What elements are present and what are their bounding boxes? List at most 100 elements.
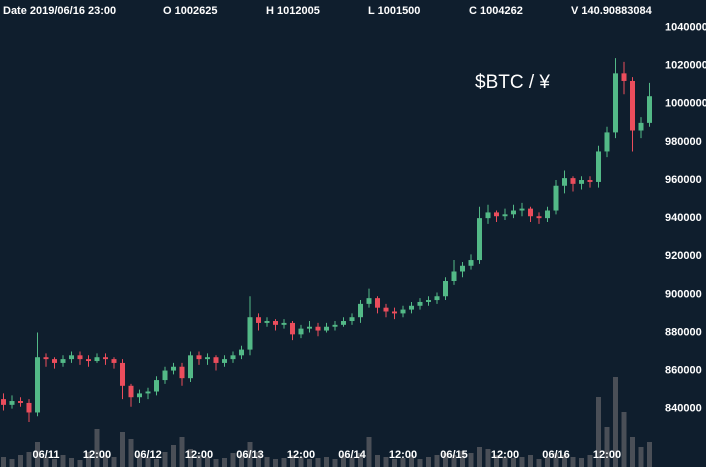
x-tick-label: 06/12 [134, 449, 162, 461]
volume-bar [26, 452, 32, 467]
candle-body [434, 296, 440, 301]
candle-body [239, 349, 244, 356]
volume-bar [468, 453, 474, 467]
candle-body [230, 355, 236, 360]
candle-body [298, 328, 304, 335]
y-tick-label: 840000 [665, 403, 702, 415]
volume-bar [349, 457, 355, 467]
candle-body [171, 366, 176, 371]
candle-body [536, 216, 542, 219]
volume-bar [230, 453, 236, 467]
volume-bar [511, 458, 516, 467]
volume-bar [613, 377, 618, 467]
volume-bar [77, 460, 83, 467]
volume-bar [1, 457, 6, 467]
volume-bar [570, 457, 576, 467]
volume-bar [9, 459, 15, 467]
volume-bar [213, 459, 219, 467]
candle-body [60, 359, 66, 363]
volume-bar [247, 442, 253, 467]
y-tick-label: 1000000 [665, 98, 706, 110]
volume-bar [502, 457, 508, 467]
volume-bar [18, 455, 23, 467]
volume-bar [171, 445, 176, 467]
volume-bar [52, 459, 57, 467]
volume-bar [528, 455, 533, 467]
header-value: 1001500 [378, 5, 421, 17]
volume-bar [162, 452, 168, 467]
candle-body [358, 303, 363, 318]
volume-bar [324, 457, 329, 467]
volume-bar [264, 457, 270, 467]
volume-bar [451, 455, 457, 467]
candle-body [290, 322, 295, 335]
volume-bar [477, 447, 482, 467]
candle-body [477, 218, 482, 261]
x-tick-label: 06/16 [542, 449, 570, 461]
volume-bar [290, 455, 295, 467]
y-tick-label: 880000 [665, 326, 702, 338]
candle-body [86, 359, 91, 362]
volume-bar [587, 455, 593, 467]
candle-body [111, 359, 117, 363]
candle-body [120, 362, 125, 386]
candle-body [137, 393, 142, 398]
volume-bar [596, 397, 601, 467]
header-item: H 1012005 [266, 5, 320, 17]
volume-bar [630, 437, 635, 467]
volume-bar [239, 455, 244, 467]
candle-body [562, 178, 567, 186]
volume-bar [519, 457, 525, 467]
candle-body [247, 317, 253, 350]
candle-body [409, 305, 414, 310]
candle-body [188, 355, 193, 379]
volume-bar [443, 453, 448, 467]
candle-body [103, 357, 108, 360]
candle-body [485, 212, 491, 219]
header-item: L 1001500 [368, 5, 420, 17]
x-tick-label: 06/13 [236, 449, 264, 461]
volume-bar [400, 458, 406, 467]
candle-body [375, 298, 380, 308]
header-label: L [368, 5, 375, 17]
volume-bar [417, 459, 423, 467]
volume-bar [256, 452, 261, 467]
x-tick-label: 06/14 [338, 449, 366, 461]
volume-bar [383, 457, 389, 467]
x-tick-label: 06/11 [33, 449, 60, 461]
volume-bar [35, 442, 40, 467]
header-value: 1012005 [277, 5, 320, 17]
volume-bar [86, 452, 91, 467]
candle-body [528, 208, 533, 217]
y-tick-label: 900000 [665, 288, 702, 300]
y-tick-label: 940000 [665, 212, 702, 224]
candle-body [264, 321, 270, 323]
volume-bar [358, 453, 363, 467]
candle-body [9, 401, 15, 405]
volume-bar [562, 455, 567, 467]
volume-bar [315, 458, 321, 467]
candle-body [332, 324, 338, 327]
candle-body [392, 311, 397, 314]
x-tick-label: 12:00 [83, 449, 111, 461]
volume-bar [111, 457, 117, 467]
candle-body [94, 357, 100, 362]
x-tick-label: 12:00 [593, 449, 621, 461]
volume-bar [553, 453, 559, 467]
x-tick-label: 06/15 [440, 449, 468, 461]
x-tick-label: 12:00 [389, 449, 417, 461]
candle-body [307, 326, 312, 329]
volume-bar [103, 455, 108, 467]
candle-layer [1, 58, 652, 422]
header-item: V 140.90883084 [571, 5, 653, 17]
candle-body [179, 366, 185, 379]
volume-bar [604, 427, 610, 467]
volume-bar [120, 432, 125, 467]
candle-body [26, 402, 32, 413]
watermark: $BTC / ¥ [475, 72, 550, 93]
candle-body [511, 210, 516, 215]
volume-bar [460, 451, 465, 467]
volume-bar [273, 459, 278, 467]
